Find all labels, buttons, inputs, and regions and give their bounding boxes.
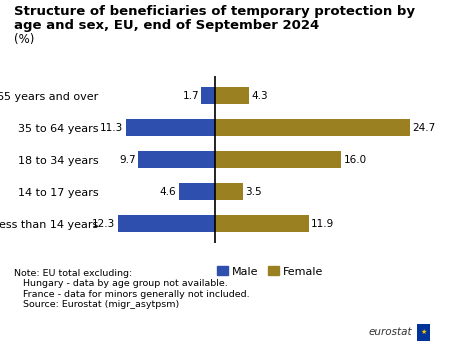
Text: eurostat: eurostat [369, 327, 412, 337]
Text: 4.6: 4.6 [160, 187, 176, 197]
Text: 4.3: 4.3 [251, 91, 268, 101]
Text: 16.0: 16.0 [344, 155, 367, 164]
Text: 11.3: 11.3 [100, 122, 123, 133]
Bar [215, 151, 341, 168]
Text: 11.9: 11.9 [311, 219, 335, 229]
Bar [215, 119, 410, 136]
Text: 1.7: 1.7 [182, 91, 199, 101]
Text: 9.7: 9.7 [119, 155, 136, 164]
Text: Note: EU total excluding:
   Hungary - data by age group not available.
   Franc: Note: EU total excluding: Hungary - data… [14, 269, 250, 309]
Text: (%): (%) [14, 33, 35, 46]
Bar [215, 87, 249, 104]
Text: Structure of beneficiaries of temporary protection by: Structure of beneficiaries of temporary … [14, 5, 415, 18]
Bar [179, 183, 215, 201]
Legend: Male, Female: Male, Female [212, 262, 328, 281]
Bar [215, 215, 309, 232]
Text: 3.5: 3.5 [245, 187, 262, 197]
Text: 12.3: 12.3 [92, 219, 115, 229]
Text: age and sex, EU, end of September 2024: age and sex, EU, end of September 2024 [14, 19, 319, 32]
Bar [215, 183, 243, 201]
Bar [118, 215, 215, 232]
Bar [126, 119, 215, 136]
Text: ★: ★ [420, 329, 427, 336]
Text: 24.7: 24.7 [412, 122, 436, 133]
Bar [201, 87, 215, 104]
Bar [138, 151, 215, 168]
